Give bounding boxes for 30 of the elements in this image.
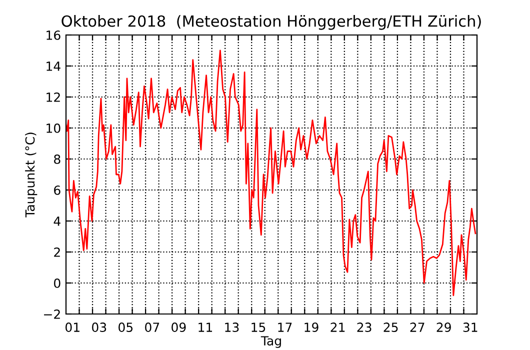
x-tick-label: 05 — [118, 322, 133, 332]
x-tick-label: 03 — [92, 322, 106, 332]
x-tick-label: 19 — [304, 322, 318, 332]
y-tick-label: −2 — [44, 309, 60, 319]
y-tick-label: 8 — [54, 154, 60, 164]
x-tick-label: 17 — [278, 322, 292, 332]
y-tick-label: 10 — [46, 123, 60, 133]
y-tick-label: 0 — [54, 278, 60, 288]
x-tick-label: 13 — [225, 322, 239, 332]
y-tick-label: 12 — [46, 92, 60, 102]
x-tick-label: 11 — [198, 322, 212, 332]
x-tick-label: 21 — [330, 322, 345, 332]
x-tick-label: 15 — [252, 322, 266, 332]
x-tick-label: 27 — [410, 322, 424, 332]
chart-title: Oktober 2018 (Meteostation Hönggerberg/ETH Zürich) — [62, 15, 481, 30]
y-tick-label: 16 — [46, 30, 60, 40]
line-series — [66, 50, 476, 296]
y-tick-label: 14 — [46, 62, 60, 71]
x-tick-label: 29 — [436, 322, 451, 332]
y-tick-label: 4 — [54, 216, 60, 226]
y-axis-title: Taupunkt (°C) — [25, 132, 38, 218]
x-tick-label: 31 — [463, 322, 478, 332]
y-tick-label: 2 — [54, 247, 60, 257]
x-tick-label: 25 — [384, 322, 398, 332]
y-tick-label: 6 — [54, 185, 60, 195]
x-tick-label: 01 — [66, 322, 80, 332]
x-tick-label: 23 — [357, 322, 372, 332]
x-tick-label: 07 — [145, 322, 160, 332]
x-tick-label: 09 — [172, 322, 186, 332]
x-axis-title: Tag — [260, 336, 281, 348]
